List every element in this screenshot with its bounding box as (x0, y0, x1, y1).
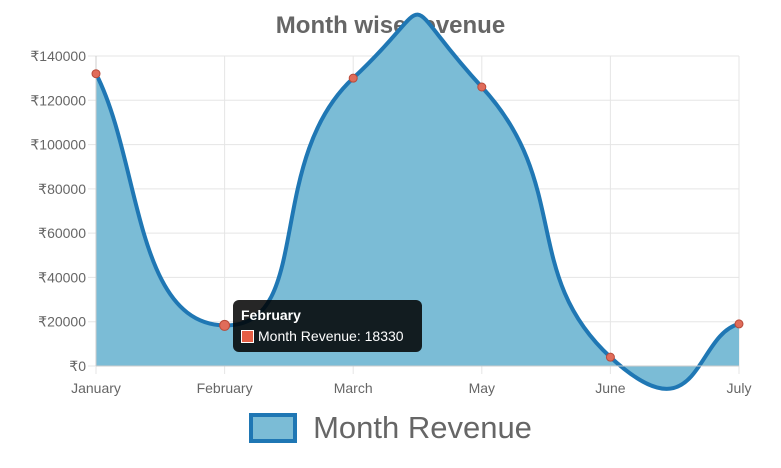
y-tick-label: ₹100000 (30, 137, 86, 153)
tooltip: February Month Revenue: 18330 (233, 300, 422, 352)
tooltip-swatch (241, 329, 254, 343)
legend[interactable]: Month Revenue (0, 410, 781, 446)
x-tick-label: January (71, 380, 121, 396)
x-tick-label: February (197, 380, 253, 396)
legend-label[interactable]: Month Revenue (313, 410, 532, 445)
legend-swatch[interactable] (249, 413, 298, 443)
y-tick-label: ₹120000 (30, 92, 86, 108)
data-point-june[interactable] (605, 352, 615, 362)
y-tick-label: ₹40000 (38, 269, 86, 285)
data-point-july[interactable] (734, 319, 744, 329)
y-tick-label: ₹80000 (38, 181, 86, 197)
axes (95, 56, 739, 367)
tooltip-label: Month Revenue: 18330 (258, 328, 404, 344)
data-point-march[interactable] (348, 73, 358, 83)
y-tick-label: ₹20000 (38, 314, 86, 330)
series-points[interactable] (91, 69, 744, 362)
x-tick-label: May (469, 380, 495, 396)
chart-title: Month wise revenue (275, 12, 506, 39)
series-line (94, 12, 741, 391)
tooltip-body: Month Revenue: 18330 (241, 326, 414, 346)
data-point-february[interactable] (219, 319, 231, 331)
tooltip-title: February (241, 307, 301, 323)
x-tick-label: June (595, 380, 626, 396)
y-tick-label: ₹60000 (38, 225, 86, 241)
y-tick-label: ₹140000 (30, 48, 86, 64)
data-point-may[interactable] (477, 82, 487, 92)
y-tick-label: ₹0 (69, 358, 86, 374)
x-tick-label: March (334, 380, 373, 396)
x-tick-label: July (727, 380, 752, 396)
tick-labels: ₹0 ₹20000 ₹40000 ₹60000 ₹80000 ₹100000 ₹120000… (30, 48, 751, 396)
series-area (94, 12, 741, 391)
data-point-january[interactable] (91, 69, 101, 79)
series-area-fill (96, 14, 739, 389)
